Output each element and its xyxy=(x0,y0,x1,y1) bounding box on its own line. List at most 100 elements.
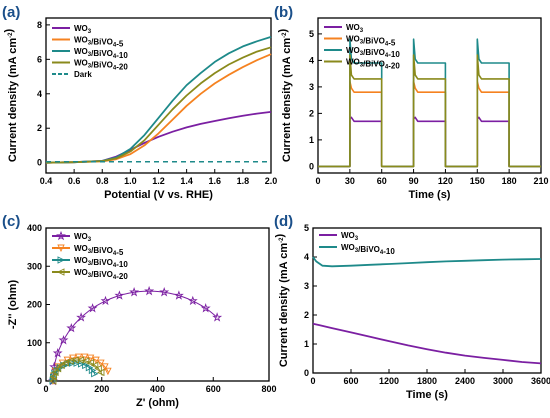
panel-b-panel-label: (b) xyxy=(274,4,293,21)
panel-b-legend-label-3: WO3/BiVO4-20 xyxy=(346,58,400,71)
panel-d-ytick-label-1: 1 xyxy=(304,339,309,349)
panel-c-legend-label-2: WO3/BiVO4-10 xyxy=(74,256,128,269)
panel-a-ytick-label-1: 2 xyxy=(37,123,42,133)
panel-b-xtick-label-7: 210 xyxy=(533,176,548,186)
panel-c-legend-marker-0 xyxy=(56,230,66,241)
panel-c-ytick-label-0: 0 xyxy=(37,376,42,386)
panel-b-xtick-label-2: 60 xyxy=(377,176,387,186)
panel-a-ytick-label-3: 6 xyxy=(37,54,42,64)
panel-a-ytick-label-0: 0 xyxy=(37,158,42,168)
panel-d-ylabel: Current density (mA cm-2) xyxy=(274,234,290,368)
panel-c-xtick-label-2: 400 xyxy=(150,384,165,394)
panel-c-xtick-label-4: 800 xyxy=(261,384,276,394)
panel-c-point-2-28 xyxy=(68,359,77,367)
panel-a-xtick-label-5: 1.4 xyxy=(180,176,193,186)
panel-b-xtick-label-3: 90 xyxy=(409,176,419,186)
panel-d-series-1 xyxy=(312,256,542,268)
panel-b-legend-label-2: WO3/BiVO4-10 xyxy=(346,46,400,59)
panel-c-legend-label-0: WO3 xyxy=(74,232,92,243)
panel-c-point-2-52 xyxy=(91,369,99,378)
panel-c-point-3-52 xyxy=(96,368,105,377)
panel-b-ytick-label-4: 4 xyxy=(309,55,314,65)
panel-b-ylabel: Current density (mA cm-2) xyxy=(277,29,293,163)
panel-c-panel-label: (c) xyxy=(2,213,20,230)
panel-c-point-1-52 xyxy=(104,367,112,376)
panel-c-legend-marker-1 xyxy=(57,244,65,253)
panel-a-ylabel: Current density (mA cm-2) xyxy=(3,29,19,163)
panel-c-point-0-27 xyxy=(129,287,140,297)
panel-c-xlabel: Z' (ohm) xyxy=(136,397,179,409)
panel-c-xtick-label-0: 0 xyxy=(43,384,48,394)
panel-b-series-2 xyxy=(318,38,541,168)
panel-c-point-3-16 xyxy=(57,361,65,370)
panel-b-ytick-label-2: 2 xyxy=(309,108,314,118)
panel-b-ytick-label-0: 0 xyxy=(309,161,314,171)
panel-d-ytick-label-4: 4 xyxy=(304,252,309,262)
panel-d-panel-label: (d) xyxy=(274,213,293,230)
panel-c-point-1-48 xyxy=(101,363,109,371)
panel-b-xtick-label-5: 150 xyxy=(470,176,485,186)
panel-d-ytick-label-0: 0 xyxy=(304,368,309,378)
panel-c-point-0-42 xyxy=(200,303,211,313)
panel-c-point-1-28 xyxy=(74,353,83,362)
panel-c-legend-marker-2 xyxy=(57,256,66,264)
panel-d-legend-label-1: WO3/BiVO4-10 xyxy=(341,243,395,256)
panel-c-point-3-20 xyxy=(61,359,69,367)
panel-d: 0 600 1200 1800 2400 3000 3600 0 1 2 3 4 5 Time (s) Cu… xyxy=(274,213,550,401)
panel-c-ytick-label-4: 400 xyxy=(27,223,42,233)
panel-a-legend-label-4: Dark xyxy=(74,70,92,79)
panel-d-xtick-label-4: 2400 xyxy=(455,376,475,386)
panel-c-point-3-0 xyxy=(48,377,57,385)
panel-b-series-1 xyxy=(318,80,541,168)
panel-c-point-2-48 xyxy=(88,366,97,375)
panel-c-xtick-label-3: 600 xyxy=(206,384,221,394)
panel-c-point-3-44 xyxy=(90,361,99,370)
panel-c-xtick-label-1: 200 xyxy=(94,384,109,394)
panel-b-ytick-label-3: 3 xyxy=(309,82,314,92)
panel-c-point-0-21 xyxy=(100,295,111,306)
panel-d-ytick-label-3: 3 xyxy=(304,281,309,291)
panel-a-xtick-label-7: 1.8 xyxy=(237,176,250,186)
panel-a-legend-label-2: WO3/BiVO4-10 xyxy=(74,47,128,60)
panel-c-series-line-3 xyxy=(52,359,103,381)
panel-b-xtick-label-6: 180 xyxy=(502,176,517,186)
panel-c-point-0-36 xyxy=(173,290,184,300)
panel-a: 0.4 0.6 0.8 1.0 1.2 1.4 1.6 1.8 2.0 0 2 4 6 8 Potentia… xyxy=(2,4,277,201)
panel-c-point-3-48 xyxy=(94,364,102,373)
panel-c-point-0-33 xyxy=(159,287,170,297)
panel-a-xlabel: Potential (V vs. RHE) xyxy=(104,189,213,201)
panel-a-panel-label: (a) xyxy=(2,4,20,21)
panel-d-xtick-label-1: 600 xyxy=(343,376,358,386)
panel-a-xtick-label-0: 0.4 xyxy=(40,176,53,186)
panel-d-xtick-label-0: 0 xyxy=(310,376,315,386)
panel-c-point-0-6 xyxy=(52,348,63,358)
panel-a-xtick-label-4: 1.2 xyxy=(152,176,165,186)
panel-c-point-0-30 xyxy=(144,285,155,296)
panel-c-point-3-40 xyxy=(86,359,95,367)
panel-d-ytick-label-2: 2 xyxy=(304,310,309,320)
panel-b: 0 30 60 90 120 150 180 210 0 1 2 3 4 5 Time (s) Current… xyxy=(274,4,549,201)
panel-a-legend-label-3: WO3/BiVO4-20 xyxy=(74,59,128,72)
panel-c-point-1-24 xyxy=(69,354,77,363)
panel-c-ytick-label-2: 200 xyxy=(27,300,42,310)
panel-d-series-0 xyxy=(312,322,542,365)
panel-c-point-1-44 xyxy=(97,359,105,368)
panel-c-legend-label-3: WO3/BiVO4-20 xyxy=(74,268,128,281)
panel-c-point-2-32 xyxy=(73,359,81,367)
panel-b-xlabel: Time (s) xyxy=(409,189,451,201)
panel-b-series-3 xyxy=(318,54,541,168)
panel-a-legend-label-0: WO3 xyxy=(74,24,92,35)
panel-a-ytick-label-4: 8 xyxy=(37,20,42,30)
panel-c-legend-marker-3 xyxy=(56,268,65,276)
panel-c-point-3-4 xyxy=(49,372,57,381)
panel-c-ytick-label-1: 100 xyxy=(27,338,42,348)
panel-c-point-0-12 xyxy=(66,322,77,333)
panel-c-point-0-15 xyxy=(76,312,86,322)
panel-b-series-0 xyxy=(318,116,541,168)
panel-a-ytick-label-2: 4 xyxy=(37,89,42,99)
panel-d-xtick-label-5: 3000 xyxy=(493,376,513,386)
panel-c-legend-label-1: WO3/BiVO4-5 xyxy=(74,244,124,257)
panel-c: 0 200 400 600 800 0 100 200 300 400 Z' (ohm) -Z'' (… xyxy=(2,213,277,409)
panel-a-series-3 xyxy=(45,46,272,164)
